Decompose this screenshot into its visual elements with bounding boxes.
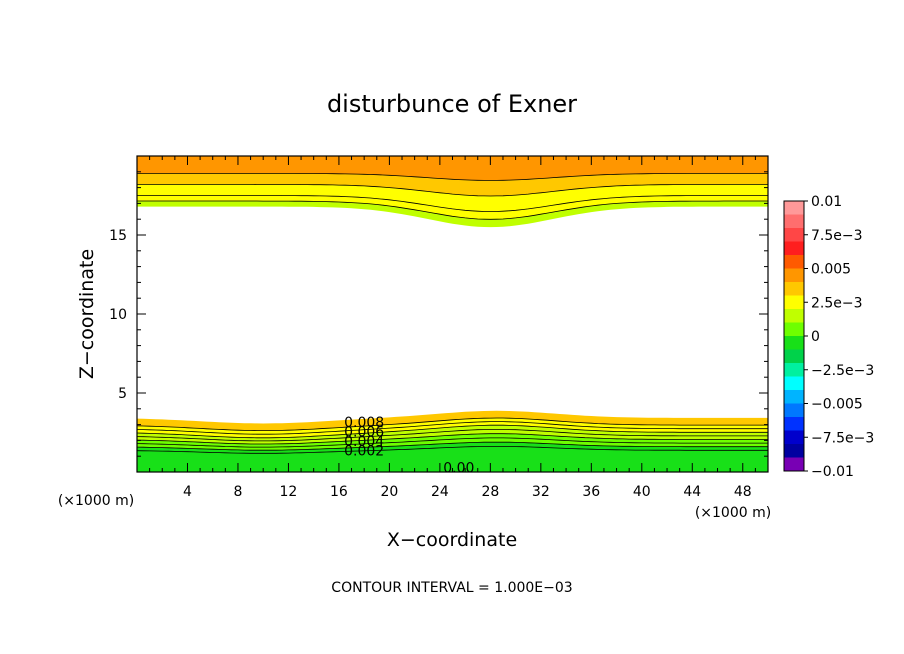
x-tick-label: 40	[633, 484, 651, 500]
x-unit-label: (×1000 m)	[695, 505, 771, 521]
top-contour-3	[137, 184, 768, 197]
colorbar-label: −0.01	[811, 464, 854, 480]
colorbar-swatch	[784, 214, 804, 229]
bottom-band-8	[137, 446, 768, 472]
y-tick-label: 5	[118, 386, 127, 402]
top-contour-2	[137, 195, 768, 212]
bottom-contour-3	[137, 424, 768, 439]
chart-title: disturbunce of Exner	[327, 90, 577, 118]
top-contour-4	[137, 173, 768, 181]
colorbar-swatch	[784, 268, 804, 283]
bottom-contour-2	[137, 421, 768, 435]
colorbar-swatch	[784, 201, 804, 215]
x-tick-label: 36	[582, 484, 600, 500]
colorbar-swatch	[784, 228, 804, 242]
bottom-contour-4	[137, 429, 768, 442]
y-tick-label: 10	[109, 307, 127, 323]
x-tick-label: 16	[330, 484, 348, 500]
x-axis-label: X−coordinate	[387, 529, 517, 551]
colorbar-swatch	[784, 322, 804, 337]
contour-fields	[137, 156, 768, 472]
y-tick-label: 15	[109, 228, 127, 244]
colorbar-label: −7.5e−3	[811, 430, 874, 446]
x-tick-label: 8	[233, 484, 242, 500]
colorbar-swatch	[784, 430, 804, 445]
colorbar-swatch	[784, 417, 804, 431]
colorbar-label: 7.5e−3	[811, 228, 863, 244]
contour-label: 0.00	[443, 460, 474, 476]
x-tick-label: 32	[532, 484, 550, 500]
colorbar-swatch	[784, 282, 804, 296]
colorbar-label: 0.005	[811, 262, 851, 278]
colorbar: 0.01 7.5e−3 0.005 2.5e−3 0 −2.5e−3 −0.005 −7.5e…	[783, 194, 874, 480]
bottom-contour-7	[137, 441, 768, 451]
colorbar-swatch	[784, 403, 804, 418]
colorbar-label: 2.5e−3	[811, 295, 863, 311]
x-tick-label: 28	[481, 484, 499, 500]
colorbar-swatch	[784, 295, 804, 310]
top-contour-1	[137, 200, 768, 220]
colorbar-label: 0	[811, 329, 820, 345]
bottom-contour-6	[137, 437, 768, 448]
x-tick-label: 44	[683, 484, 701, 500]
y-axis-label: Z−coordinate	[76, 249, 98, 379]
contour-label: 0.004	[344, 434, 384, 450]
colorbar-swatch	[784, 444, 804, 458]
colorbar-swatch	[784, 363, 804, 377]
colorbar-label: −2.5e−3	[811, 363, 874, 379]
colorbar-swatch	[784, 255, 804, 269]
colorbar-swatch	[784, 376, 804, 391]
x-tick-label: 12	[280, 484, 298, 500]
contour-interval-note: CONTOUR INTERVAL = 1.000E−03	[331, 580, 572, 596]
x-tick-label: 24	[431, 484, 449, 500]
contour-label: 0.002	[344, 444, 384, 460]
x-tick-label: 48	[734, 484, 752, 500]
colorbar-swatch	[784, 390, 804, 404]
colorbar-swatch	[784, 336, 804, 350]
colorbar-label: −0.005	[811, 397, 863, 413]
colorbar-swatch	[784, 309, 804, 323]
bottom-contour-8	[137, 446, 768, 454]
colorbar-swatch	[784, 241, 804, 256]
contour-label: 0.006	[344, 425, 384, 441]
bottom-contour-1	[137, 417, 768, 431]
x-tick-label: 4	[183, 484, 192, 500]
colorbar-swatch	[784, 457, 804, 472]
contour-label: 0.008	[344, 415, 384, 431]
x-tick-label: 20	[380, 484, 398, 500]
bottom-contour-5	[137, 433, 768, 445]
colorbar-swatch	[784, 349, 804, 364]
y-unit-label: (×1000 m)	[58, 493, 134, 509]
colorbar-label: 0.01	[811, 194, 842, 210]
